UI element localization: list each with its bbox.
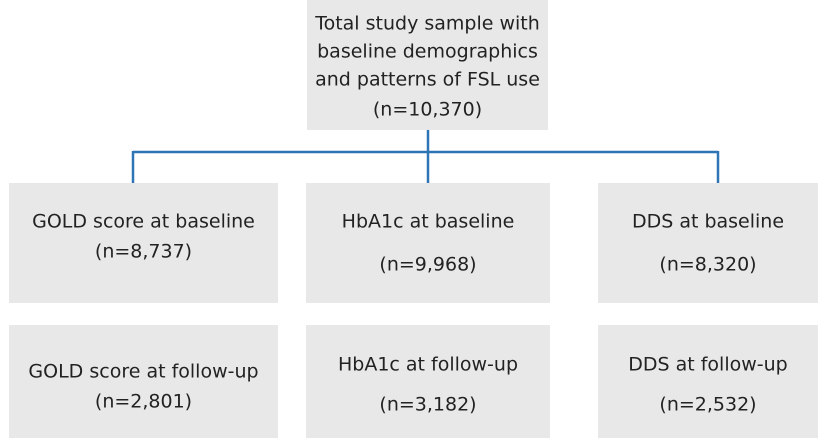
node-label: GOLD score at baseline xyxy=(32,211,255,233)
node-box xyxy=(598,325,818,438)
node-label: HbA1c at baseline xyxy=(342,211,515,233)
node-count: (n=8,737) xyxy=(95,241,192,263)
node-box xyxy=(306,183,550,303)
node-box xyxy=(9,325,278,438)
node-label: baseline demographics xyxy=(317,41,538,63)
node-count: (n=2,532) xyxy=(659,394,756,416)
node-label: DDS at baseline xyxy=(632,211,784,233)
node-count: (n=2,801) xyxy=(95,391,192,413)
node-box xyxy=(307,0,548,130)
node-label: GOLD score at follow-up xyxy=(28,361,258,383)
node-label: HbA1c at follow-up xyxy=(338,354,518,376)
node-count: (n=8,320) xyxy=(659,254,756,276)
node-count: (n=3,182) xyxy=(379,394,476,416)
node-box xyxy=(306,325,550,438)
node-count: (n=10,370) xyxy=(373,99,482,121)
node-label: DDS at follow-up xyxy=(628,354,788,376)
node-box xyxy=(598,183,818,303)
node-label: Total study sample with xyxy=(314,13,540,35)
node-box xyxy=(9,183,278,303)
node-label: and patterns of FSL use xyxy=(315,69,540,91)
node-count: (n=9,968) xyxy=(379,254,476,276)
